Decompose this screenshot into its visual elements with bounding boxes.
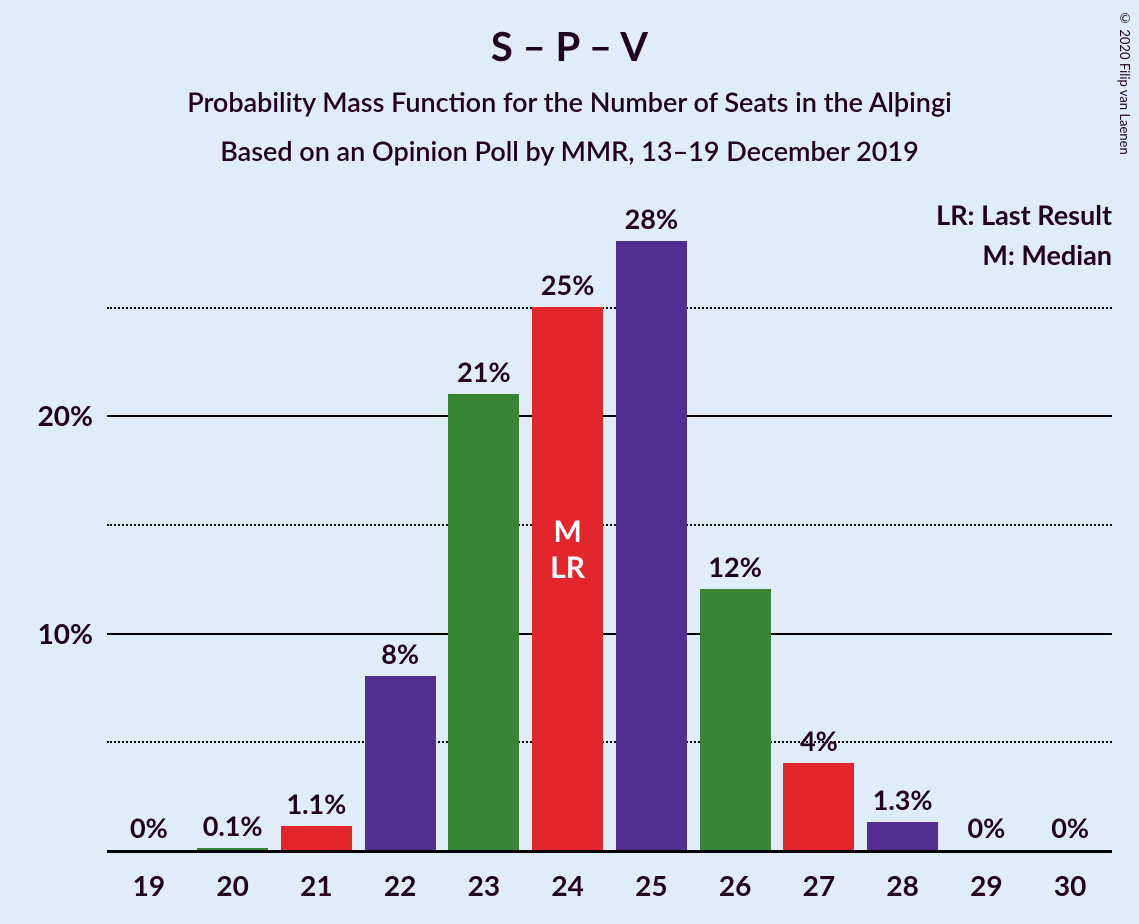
- bar: [616, 241, 687, 850]
- bar: [365, 676, 436, 850]
- y-axis-label: 10%: [38, 616, 93, 650]
- x-axis-label: 26: [719, 868, 751, 902]
- chart-container: S – P – V Probability Mass Function for t…: [0, 0, 1139, 924]
- x-axis-label: 30: [1054, 868, 1086, 902]
- bar-value-label: 1.3%: [873, 783, 933, 816]
- plot-area: 0% 0.1% 1.1% 8% 21% 25% MLR 28% 12% 4% 1.3% 0% 0% LR:…: [107, 198, 1112, 850]
- gridline: [107, 415, 1112, 417]
- bar: [281, 826, 352, 850]
- bar-marker-label: M: [553, 513, 581, 549]
- gridline: [107, 524, 1112, 526]
- gridline: [107, 741, 1112, 743]
- x-axis-label: 24: [551, 868, 583, 902]
- bar-value-label: 25%: [541, 268, 594, 301]
- bar-value-label: 0.1%: [203, 809, 263, 842]
- x-axis-label: 22: [384, 868, 416, 902]
- x-axis-label: 28: [886, 868, 918, 902]
- bar: [448, 394, 519, 850]
- x-axis-label: 27: [803, 868, 835, 902]
- legend-item: M: Median: [982, 238, 1112, 271]
- bar-value-label: 0%: [130, 811, 168, 844]
- bar-marker-label: LR: [550, 549, 585, 585]
- bar-value-label: 0%: [967, 811, 1005, 844]
- x-axis-label: 25: [635, 868, 667, 902]
- gridline: [107, 307, 1112, 309]
- gridline: [107, 633, 1112, 635]
- x-axis-label: 19: [133, 868, 165, 902]
- bar: [700, 589, 771, 850]
- chart-title: S – P – V: [0, 22, 1139, 70]
- bar-value-label: 1.1%: [286, 787, 346, 820]
- bar-value-label: 0%: [1051, 811, 1089, 844]
- copyright-text: © 2020 Filip van Laenen: [1117, 10, 1133, 155]
- chart-subtitle-2: Based on an Opinion Poll by MMR, 13–19 D…: [0, 134, 1139, 167]
- bar-value-label: 12%: [708, 550, 761, 583]
- bar-value-label: 4%: [800, 724, 838, 757]
- legend-item: LR: Last Result: [936, 198, 1112, 231]
- y-axis-label: 20%: [38, 398, 93, 432]
- baseline: [107, 850, 1112, 853]
- bar-value-label: 8%: [381, 637, 419, 670]
- x-axis-label: 20: [216, 868, 248, 902]
- x-axis-label: 29: [970, 868, 1002, 902]
- x-axis-label: 21: [300, 868, 332, 902]
- x-axis-label: 23: [468, 868, 500, 902]
- bar: [197, 848, 268, 850]
- chart-subtitle-1: Probability Mass Function for the Number…: [0, 85, 1139, 118]
- bar: [783, 763, 854, 850]
- bar-value-label: 21%: [457, 355, 510, 388]
- bar-value-label: 28%: [625, 202, 678, 235]
- bar: [867, 822, 938, 850]
